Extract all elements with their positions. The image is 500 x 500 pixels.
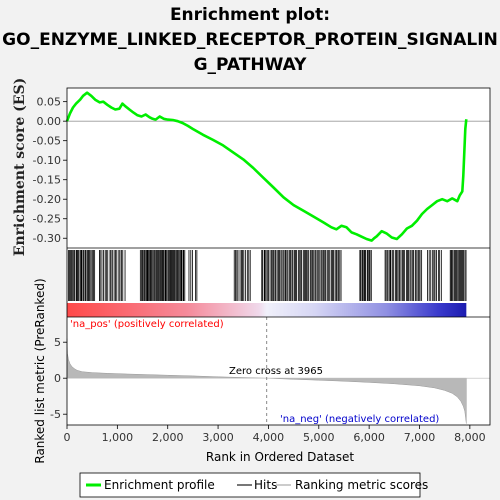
na-pos-label: 'na_pos' (positively correlated) bbox=[70, 319, 224, 330]
metric-axis-label: Ranked list metric (PreRanked) bbox=[33, 278, 47, 463]
es-y-tick-label: -0.25 bbox=[33, 213, 61, 226]
x-tick-label: 4,000 bbox=[253, 431, 285, 444]
metric-y-tick-label: 5 bbox=[54, 336, 61, 349]
rank-color-bar bbox=[67, 303, 467, 317]
legend-metric-label: Ranking metric scores bbox=[295, 478, 428, 492]
na-neg-label: 'na_neg' (negatively correlated) bbox=[280, 414, 439, 425]
zero-cross-label: Zero cross at 3965 bbox=[229, 366, 323, 377]
legend-enrichment-label: Enrichment profile bbox=[104, 478, 215, 492]
x-tick-label: 0 bbox=[64, 431, 71, 444]
es-y-tick-label: -0.15 bbox=[33, 174, 61, 187]
es-y-tick-label: -0.05 bbox=[33, 135, 61, 148]
enrichment-profile-line bbox=[65, 91, 468, 242]
ranking-metric-area bbox=[66, 338, 467, 424]
x-tick-label: 3,000 bbox=[202, 431, 234, 444]
es-y-tick-label: 0.00 bbox=[37, 115, 62, 128]
chart-title-line-2: GO_ENZYME_LINKED_RECEPTOR_PROTEIN_SIGNAL… bbox=[2, 30, 498, 50]
metric-panel bbox=[67, 317, 490, 425]
x-tick-label: 2,000 bbox=[152, 431, 184, 444]
x-axis-label: Rank in Ordered Dataset bbox=[206, 450, 354, 464]
legend-hits-label: Hits bbox=[254, 478, 277, 492]
chart-title-line-1: Enrichment plot: bbox=[170, 5, 330, 25]
es-y-tick-label: -0.10 bbox=[33, 154, 61, 167]
es-axis-label: Enrichment score (ES) bbox=[12, 78, 28, 256]
es-y-tick-label: 0.05 bbox=[37, 96, 62, 109]
x-tick-label: 1,000 bbox=[102, 431, 134, 444]
x-tick-label: 6,000 bbox=[353, 431, 385, 444]
x-tick-label: 8,000 bbox=[454, 431, 486, 444]
x-tick-label: 7,000 bbox=[404, 431, 436, 444]
metric-y-tick-label: -5 bbox=[50, 408, 61, 421]
plot-frame bbox=[66, 87, 491, 426]
chart-title-line-3: G_PATHWAY bbox=[194, 55, 308, 75]
metric-y-tick-label: 0 bbox=[54, 372, 61, 385]
es-y-tick-label: -0.20 bbox=[33, 193, 61, 206]
es-panel bbox=[67, 88, 490, 248]
x-tick-label: 5,000 bbox=[303, 431, 335, 444]
es-y-tick-label: -0.30 bbox=[33, 232, 61, 245]
